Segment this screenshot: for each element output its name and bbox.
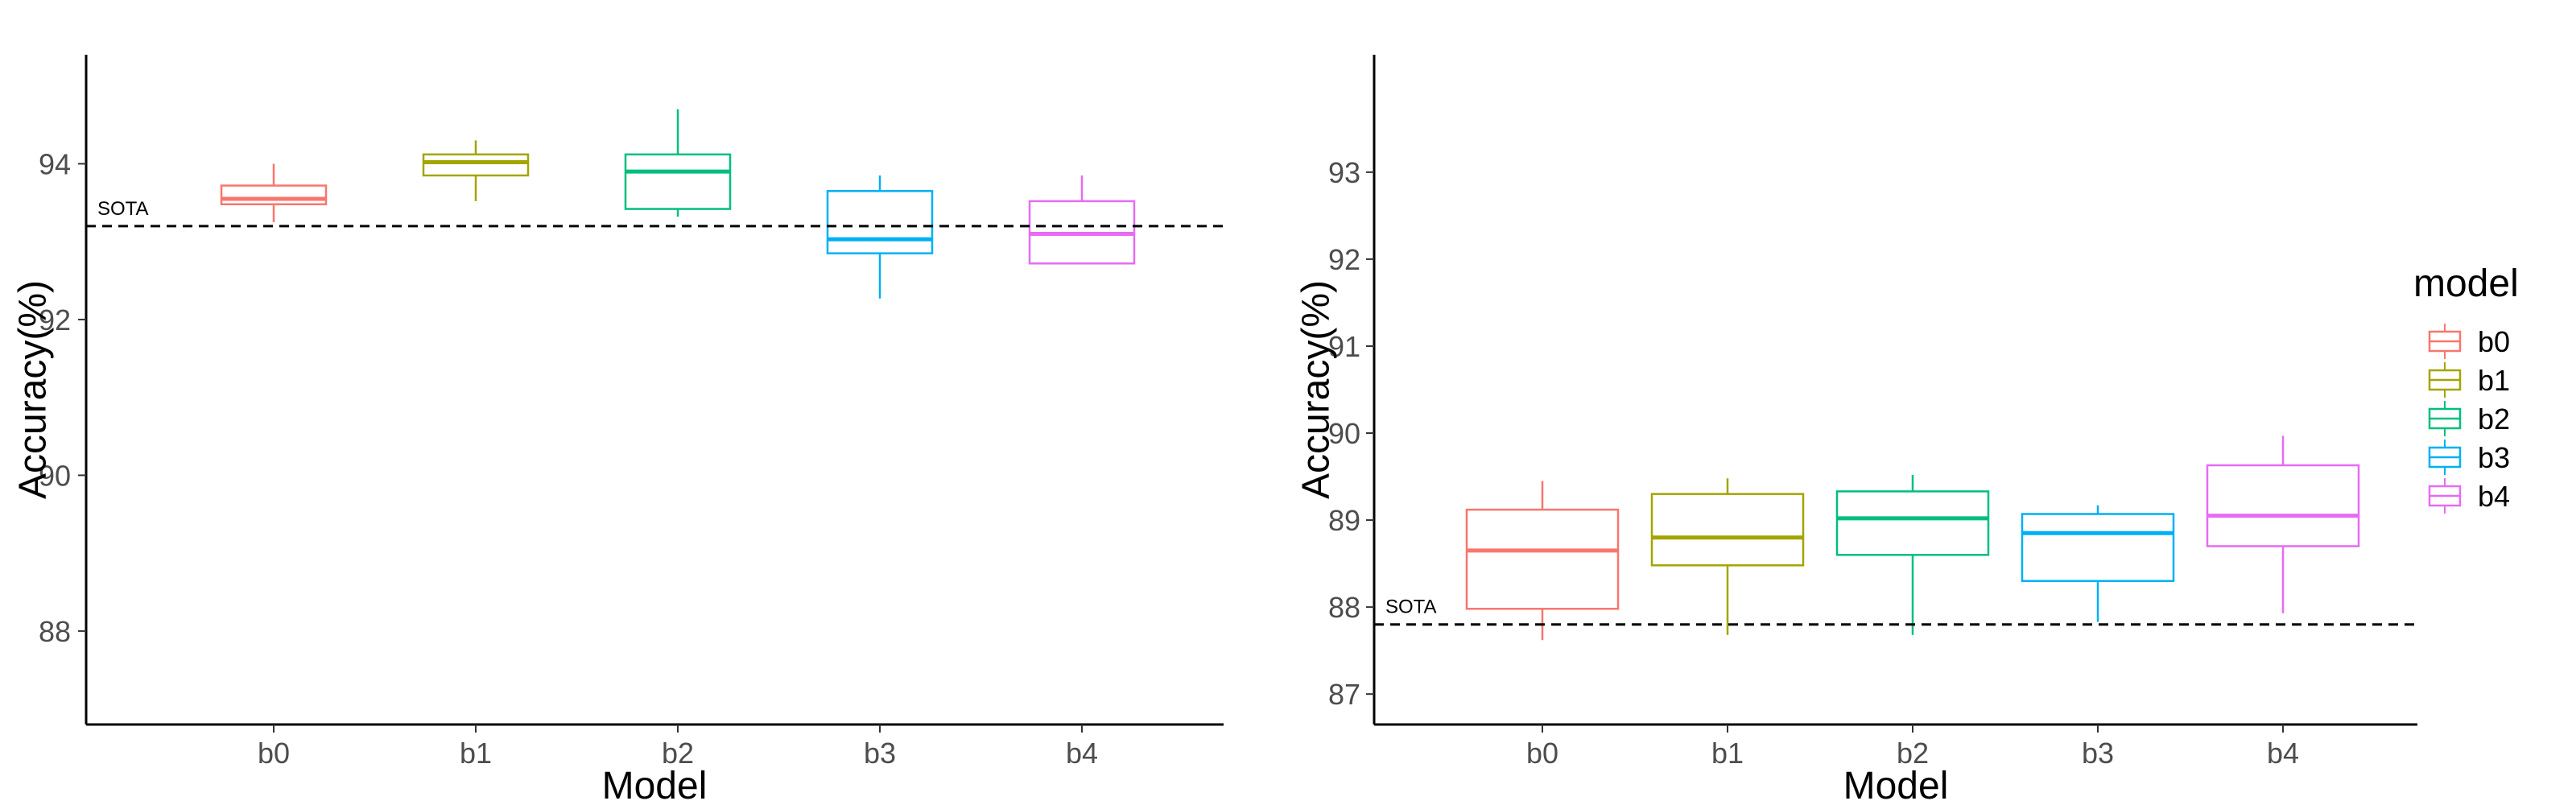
legend-items: b0 b1 b2 b3 b4 bbox=[2428, 324, 2510, 514]
legend-item-b0: b0 bbox=[2428, 324, 2510, 359]
legend-item-b3: b3 bbox=[2428, 440, 2510, 475]
x-tick-label: b3 bbox=[2082, 737, 2114, 770]
legend-label: b4 bbox=[2478, 480, 2510, 513]
box-b0 bbox=[1465, 481, 1620, 641]
box-b2 bbox=[624, 109, 732, 217]
x-tick-label: b2 bbox=[1897, 737, 1929, 770]
box-body bbox=[422, 153, 530, 177]
x-tick-label: b4 bbox=[2267, 737, 2299, 770]
sota-label: SOTA bbox=[97, 198, 149, 220]
box-body bbox=[2206, 464, 2360, 547]
legend-item-b4: b4 bbox=[2428, 478, 2510, 514]
box-b1 bbox=[1650, 478, 1805, 635]
box-body bbox=[220, 184, 328, 205]
legend-item-b1: b1 bbox=[2428, 362, 2510, 398]
right-boxplot-panel: 87 88 89 90 91 92 93 b0 b1 b2 b3 b4 Model Accuracy(%)… bbox=[1295, 55, 2417, 805]
y-tick-label: 87 bbox=[1328, 678, 1360, 711]
x-tick-label: b0 bbox=[1526, 737, 1558, 770]
legend-label: b0 bbox=[2478, 325, 2510, 358]
box-b1 bbox=[422, 140, 530, 201]
box-b3 bbox=[2021, 505, 2175, 622]
box-body bbox=[1835, 490, 1990, 556]
legend-title: model bbox=[2413, 262, 2519, 305]
legend-item-b2: b2 bbox=[2428, 401, 2510, 436]
y-axis-title: Accuracy(%) bbox=[12, 280, 55, 499]
legend-label: b1 bbox=[2478, 364, 2510, 397]
y-axis-title: Accuracy(%) bbox=[1295, 280, 1338, 499]
y-tick-label: 94 bbox=[39, 147, 71, 180]
box-b3 bbox=[826, 175, 934, 299]
left-boxplot-panel: 88 90 92 94 b0 b1 b2 b3 b4 Model Accuracy(%) SOTA bbox=[12, 55, 1224, 805]
x-tick-label: b1 bbox=[1711, 737, 1744, 770]
box-body bbox=[2021, 513, 2175, 582]
y-tick-label: 88 bbox=[1328, 591, 1360, 624]
box-b4 bbox=[2206, 436, 2360, 613]
x-tick-label: b1 bbox=[460, 737, 492, 770]
sota-label: SOTA bbox=[1385, 597, 1437, 618]
y-tick-label: 93 bbox=[1328, 156, 1360, 189]
y-tick-label: 90 bbox=[1328, 417, 1360, 450]
box-b4 bbox=[1028, 175, 1136, 265]
legend-label: b2 bbox=[2478, 402, 2510, 436]
x-tick-label: b0 bbox=[258, 737, 290, 770]
legend-label: b3 bbox=[2478, 441, 2510, 474]
x-axis-title: Model bbox=[1843, 765, 1949, 805]
x-axis-title: Model bbox=[602, 765, 708, 805]
box-b0 bbox=[220, 163, 328, 222]
y-tick-label: 90 bbox=[39, 459, 71, 492]
x-tick-label: b4 bbox=[1066, 737, 1098, 770]
y-tick-label: 92 bbox=[39, 303, 71, 336]
y-tick-label: 91 bbox=[1328, 330, 1360, 363]
box-body bbox=[1650, 493, 1805, 567]
y-tick-label: 88 bbox=[39, 615, 71, 648]
box-body bbox=[1465, 508, 1620, 610]
box-body bbox=[624, 153, 732, 210]
box-b2 bbox=[1835, 474, 1990, 635]
box-body bbox=[826, 190, 934, 254]
y-tick-label: 89 bbox=[1328, 504, 1360, 537]
legend: model b0 b1 b2 b3 b4 bbox=[2413, 262, 2519, 514]
x-tick-label: b3 bbox=[864, 737, 896, 770]
y-tick-label: 92 bbox=[1328, 243, 1360, 276]
x-tick-label: b2 bbox=[662, 737, 694, 770]
